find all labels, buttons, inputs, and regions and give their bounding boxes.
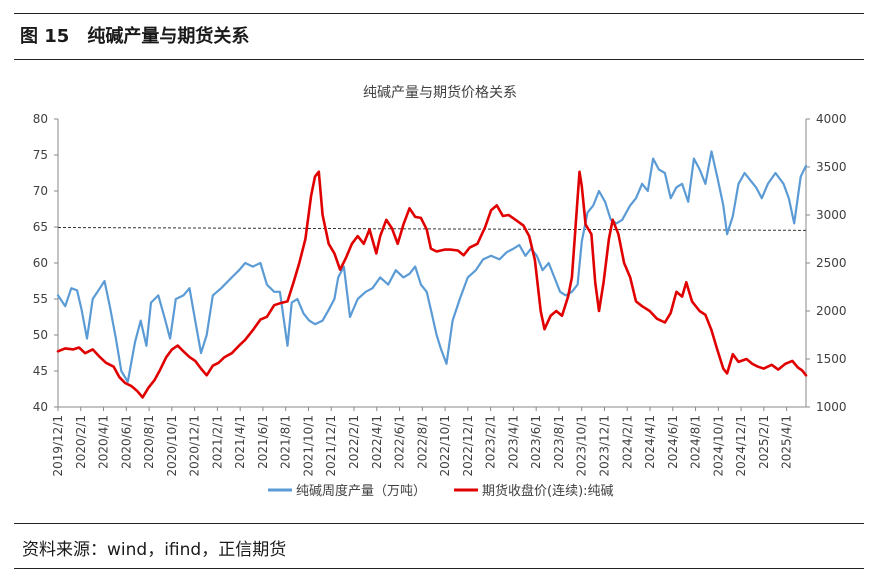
y-right-tick-label: 3000 bbox=[816, 208, 847, 222]
x-tick-label: 2023/8/1 bbox=[552, 415, 566, 469]
x-tick-label: 2021/12/1 bbox=[324, 415, 338, 477]
series-group bbox=[56, 150, 808, 399]
y-right-tick-label: 1000 bbox=[816, 400, 847, 414]
x-tick-label: 2020/2/1 bbox=[74, 415, 88, 469]
x-tick-label: 2022/8/1 bbox=[415, 415, 429, 469]
x-tick-label: 2024/10/1 bbox=[711, 415, 725, 477]
x-tick-label: 2021/10/1 bbox=[301, 415, 315, 477]
x-tick-label: 2023/12/1 bbox=[597, 415, 611, 477]
y-left-tick-label: 70 bbox=[33, 184, 48, 198]
x-tick-label: 2024/4/1 bbox=[643, 415, 657, 469]
x-tick-label: 2021/8/1 bbox=[279, 415, 293, 469]
x-tick-label: 2022/12/1 bbox=[461, 415, 475, 477]
x-tick-label: 2020/10/1 bbox=[165, 415, 179, 477]
x-tick-label: 2025/4/1 bbox=[780, 415, 794, 469]
y-left-tick-label: 45 bbox=[33, 364, 48, 378]
x-tick-label: 2022/6/1 bbox=[393, 415, 407, 469]
reference-line bbox=[57, 226, 807, 231]
title-rule bbox=[14, 59, 864, 60]
x-tick-label: 2023/2/1 bbox=[484, 415, 498, 469]
source-note: 资料来源：wind，ifind，正信期货 bbox=[22, 540, 287, 560]
x-tick-label: 2021/6/1 bbox=[256, 415, 270, 469]
y-left-tick-label: 80 bbox=[33, 112, 48, 126]
series-line-production bbox=[56, 150, 808, 383]
x-tick-label: 2020/6/1 bbox=[119, 415, 133, 469]
x-tick-label: 2022/10/1 bbox=[438, 415, 452, 477]
x-tick-label: 2024/12/1 bbox=[734, 415, 748, 477]
y-left-tick-label: 75 bbox=[33, 148, 48, 162]
bottom-rule-upper bbox=[14, 523, 864, 524]
y-right-tick-label: 4000 bbox=[816, 112, 847, 126]
x-tick-label: 2024/8/1 bbox=[689, 415, 703, 469]
x-tick-label: 2024/2/1 bbox=[620, 415, 634, 469]
x-tick-label: 2025/2/1 bbox=[757, 415, 771, 469]
legend-label-futures: 期货收盘价(连续):纯碱 bbox=[482, 483, 614, 499]
y-left-tick-label: 60 bbox=[33, 256, 48, 270]
figure-title: 图 15 纯碱产量与期货关系 bbox=[20, 22, 249, 48]
figure-title-text: 纯碱产量与期货关系 bbox=[87, 26, 250, 47]
reference-line-group bbox=[57, 226, 807, 231]
x-tick-label: 2023/10/1 bbox=[575, 415, 589, 477]
y-left-tick-label: 40 bbox=[33, 400, 48, 414]
x-tick-label: 2023/6/1 bbox=[529, 415, 543, 469]
legend-label-production: 纯碱周度产量（万吨） bbox=[296, 483, 426, 499]
y-right-tick-label: 2500 bbox=[816, 256, 847, 270]
x-tick-label: 2021/4/1 bbox=[233, 415, 247, 469]
y-right-tick-label: 3500 bbox=[816, 160, 847, 174]
x-tick-label: 2024/6/1 bbox=[666, 415, 680, 469]
top-rule bbox=[14, 13, 864, 14]
figure-label: 图 15 bbox=[20, 26, 70, 47]
x-tick-label: 2022/4/1 bbox=[370, 415, 384, 469]
chart-legend: 纯碱周度产量（万吨） 期货收盘价(连续):纯碱 bbox=[268, 483, 614, 499]
y-left-tick-label: 50 bbox=[33, 328, 48, 342]
series-line-futures bbox=[56, 170, 808, 399]
x-tick-label: 2020/4/1 bbox=[97, 415, 111, 469]
x-tick-label: 2019/12/1 bbox=[51, 415, 65, 477]
chart-axes: 40 45 50 55 60 65 70 75 80 1000 1500 2000 2500 3000 35… bbox=[33, 112, 847, 477]
bottom-rule-lower bbox=[14, 568, 864, 569]
x-tick-label: 2020/12/1 bbox=[188, 415, 202, 477]
x-tick-label: 2023/4/1 bbox=[506, 415, 520, 469]
y-right-tick-label: 1500 bbox=[816, 352, 847, 366]
x-tick-label: 2020/8/1 bbox=[142, 415, 156, 469]
y-right-tick-label: 2000 bbox=[816, 304, 847, 318]
x-tick-label: 2022/2/1 bbox=[347, 415, 361, 469]
chart-svg: 纯碱产量与期货价格关系 40 45 50 55 60 65 70 75 80 1000 1500 20… bbox=[33, 84, 847, 499]
chart-title: 纯碱产量与期货价格关系 bbox=[363, 84, 517, 101]
y-left-tick-label: 55 bbox=[33, 292, 48, 306]
y-left-tick-label: 65 bbox=[33, 220, 48, 234]
x-tick-label: 2021/2/1 bbox=[210, 415, 224, 469]
